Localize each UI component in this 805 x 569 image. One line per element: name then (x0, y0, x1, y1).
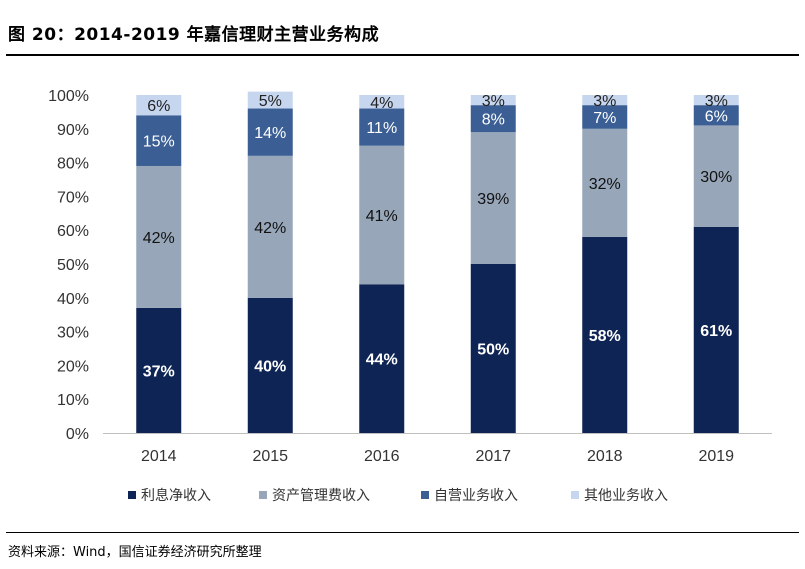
x-tick-label: 2014 (141, 448, 177, 465)
data-label: 44% (366, 352, 398, 369)
bar-segment (470, 95, 516, 106)
x-tick-label: 2017 (475, 448, 511, 465)
legend-swatch (259, 491, 267, 499)
bar-segment (470, 105, 516, 133)
y-tick-label: 80% (57, 156, 89, 173)
bar-segment (136, 95, 182, 116)
x-tick-label: 2018 (587, 448, 623, 465)
bar-segment (136, 307, 182, 433)
data-label: 4% (370, 95, 393, 112)
bar-segment (582, 95, 628, 106)
data-label: 37% (143, 363, 175, 380)
x-tick-label: 2016 (364, 448, 400, 465)
bar-segment (247, 108, 293, 156)
legend-swatch (571, 491, 579, 499)
bar-segment (693, 125, 739, 227)
bar-segment (247, 155, 293, 298)
bar-segment (247, 297, 293, 433)
data-label: 30% (700, 169, 732, 186)
data-label: 32% (589, 176, 621, 193)
y-tick-label: 10% (57, 392, 89, 409)
bar-segment (359, 145, 405, 285)
legend-label: 自营业务收入 (434, 488, 518, 504)
y-tick-label: 90% (57, 122, 89, 139)
legend-label: 利息净收入 (141, 487, 211, 504)
data-label: 40% (254, 358, 286, 375)
data-label: 41% (366, 208, 398, 225)
y-tick-label: 70% (57, 189, 89, 206)
title-rule (6, 54, 799, 56)
data-label: 15% (143, 134, 175, 151)
legend-label: 资产管理费收入 (272, 488, 370, 504)
y-tick-label: 40% (57, 291, 89, 308)
legend-swatch (128, 491, 136, 499)
y-tick-label: 30% (57, 325, 89, 342)
bar-segment (359, 108, 405, 146)
y-tick-label: 0% (66, 426, 89, 443)
legend-swatch (421, 491, 429, 499)
stacked-bar-chart: 0% 10% 20% 30% 40% 50% 60% 70% 80% 90% 100% 37% 42% 1… (48, 88, 772, 504)
x-tick-label: 2019 (698, 448, 734, 465)
bar-segment (136, 115, 182, 166)
bar-segment (693, 226, 739, 433)
data-label: 3% (593, 93, 616, 110)
data-label: 7% (593, 110, 616, 127)
x-tick-label: 2015 (252, 448, 288, 465)
data-label: 8% (482, 112, 505, 129)
bar-segment (582, 128, 628, 237)
bar-segment (136, 165, 182, 308)
y-tick-label: 50% (57, 257, 89, 274)
bar-segment (359, 284, 405, 433)
bar-segment (359, 95, 405, 109)
data-label: 3% (705, 93, 728, 110)
data-label: 61% (700, 323, 732, 340)
data-label: 6% (705, 108, 728, 125)
data-label: 5% (259, 93, 282, 110)
legend-label: 其他业务收入 (584, 488, 668, 504)
data-label: 39% (477, 191, 509, 208)
y-tick-label: 60% (57, 223, 89, 240)
bar-segment (582, 236, 628, 433)
data-label: 58% (589, 328, 621, 345)
data-label: 50% (477, 342, 509, 359)
source-note: 资料来源：Wind，国信证券经济研究所整理 (8, 545, 262, 560)
bar-segment (693, 95, 739, 106)
data-label: 3% (482, 93, 505, 110)
data-label: 11% (366, 120, 397, 137)
data-label: 14% (254, 125, 286, 142)
y-tick-label: 100% (48, 88, 89, 105)
bar-segment (693, 105, 739, 126)
data-label: 6% (147, 98, 170, 115)
data-label: 42% (143, 230, 175, 247)
y-tick-label: 20% (57, 358, 89, 375)
bar-segment (470, 264, 516, 433)
data-label: 42% (254, 220, 286, 237)
bar-segment (470, 132, 516, 264)
footer-rule (6, 532, 799, 533)
chart-title: 图 20：2014-2019 年嘉信理财主营业务构成 (8, 25, 380, 45)
bar-segment (582, 105, 628, 129)
bar-segment (247, 91, 293, 109)
